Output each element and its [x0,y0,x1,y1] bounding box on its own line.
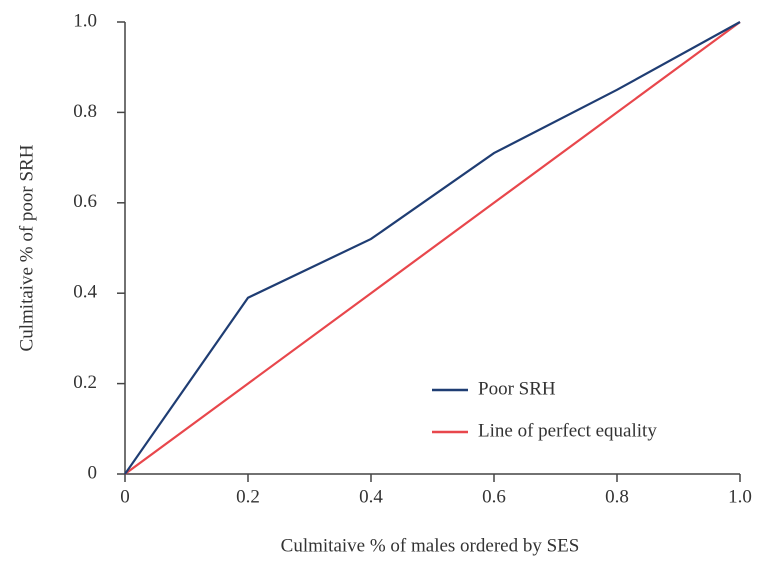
y-tick-label: 0.6 [73,191,97,212]
x-axis-title: Culmitaive % of males ordered by SES [281,535,580,556]
x-tick-label: 0.8 [605,486,629,507]
x-tick-label: 0.6 [482,486,506,507]
series-line [124,21,741,475]
x-tick-label: 0.2 [236,486,260,507]
x-tick-label: 0 [120,486,130,507]
legend-label: Poor SRH [478,378,556,399]
y-tick-label: 0.2 [73,372,97,393]
legend-label: Line of perfect equality [478,420,657,441]
x-tick-label: 1.0 [728,486,752,507]
series-line [124,21,741,475]
y-tick-label: 0.8 [73,101,97,122]
y-tick-label: 0.4 [73,282,97,303]
y-axis-title: Culmitaive % of poor SRH [16,144,37,351]
x-tick-label: 0.4 [359,486,383,507]
y-tick-label: 0 [88,462,98,483]
y-tick-label: 1.0 [73,10,97,31]
